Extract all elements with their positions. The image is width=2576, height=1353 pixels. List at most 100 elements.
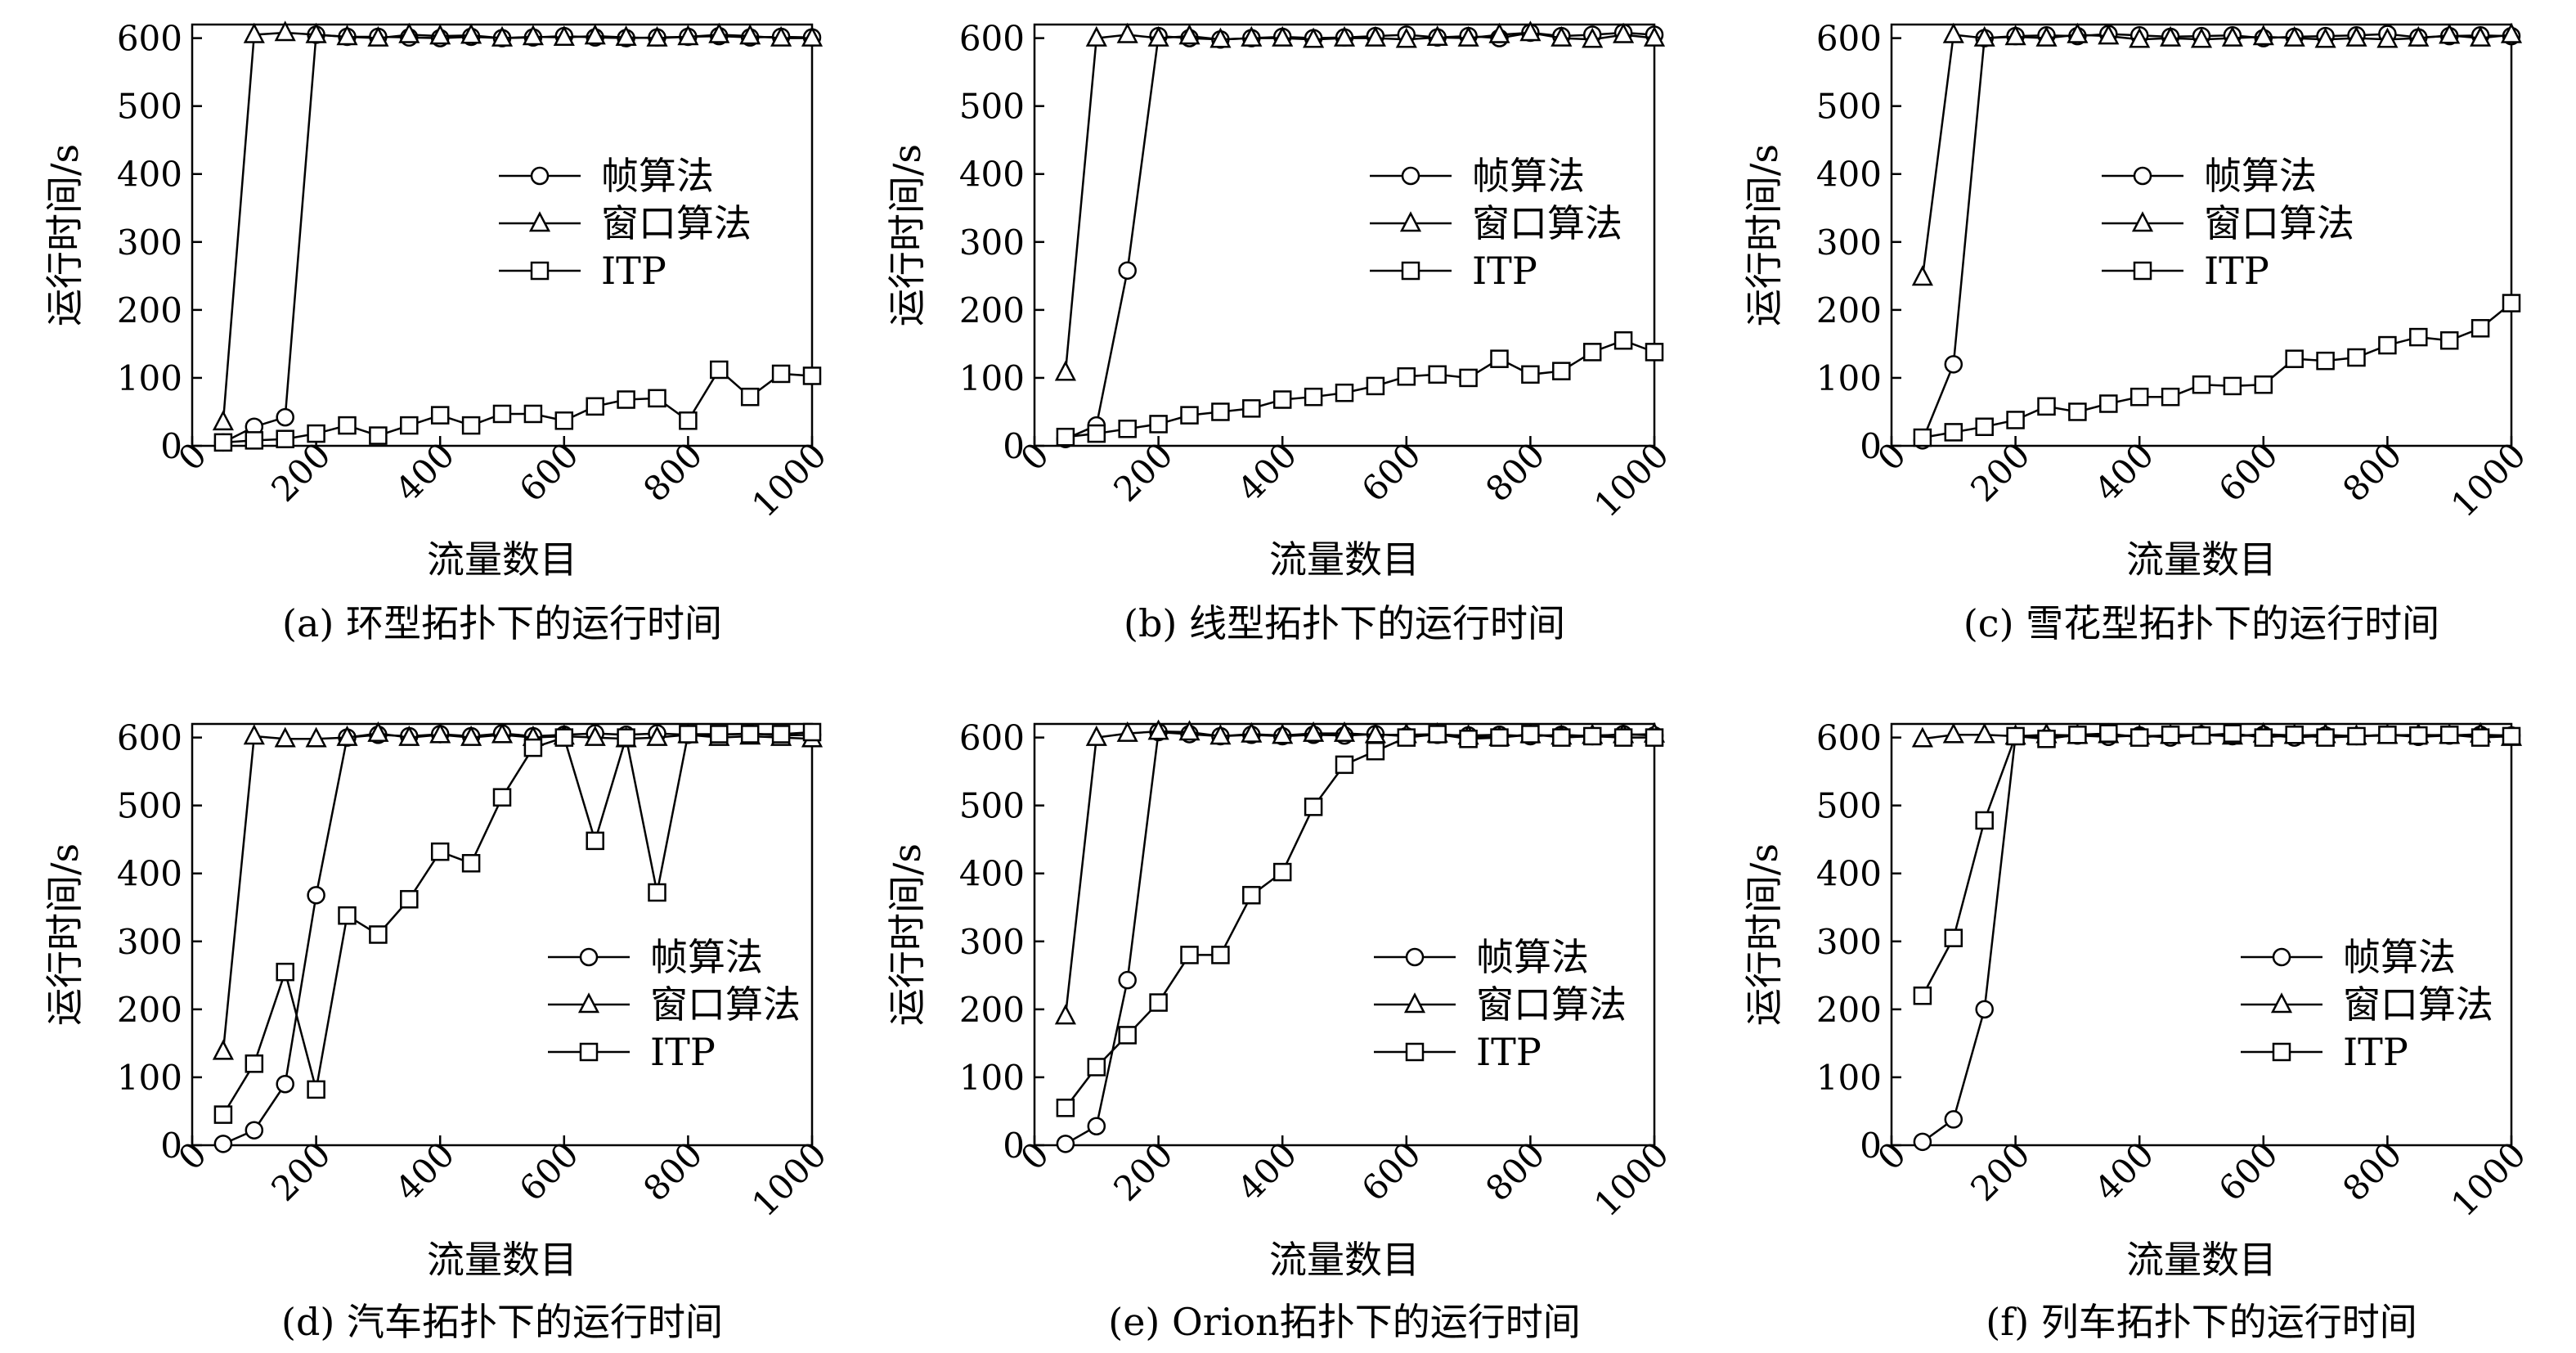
data-point — [1116, 721, 1138, 742]
data-point — [2409, 327, 2428, 347]
y-axis-title: 运行时间/s — [1742, 843, 1786, 1026]
data-point — [2345, 25, 2367, 47]
data-point — [2037, 730, 2056, 748]
series-square — [1056, 725, 1664, 1117]
x-axis-title: 流量数目 — [427, 1238, 577, 1282]
legend-label: 窗口算法 — [2204, 201, 2354, 245]
data-point — [429, 24, 451, 45]
y-tick-label: 200 — [117, 290, 182, 330]
y-tick-label: 400 — [117, 155, 182, 195]
data-point — [1054, 360, 1076, 381]
data-point — [554, 411, 574, 430]
data-point — [1241, 721, 1263, 743]
legend-marker — [579, 1042, 599, 1062]
y-tick-label: 400 — [959, 155, 1025, 195]
series-square — [1913, 294, 2521, 447]
data-point — [2004, 25, 2026, 46]
data-point — [708, 22, 730, 43]
data-point — [367, 721, 389, 742]
series-triangle — [1911, 22, 2523, 286]
data-point — [1397, 367, 1416, 386]
data-point — [710, 725, 729, 744]
legend-marker — [1405, 947, 1425, 967]
data-point — [1304, 387, 1323, 407]
data-point — [2378, 726, 2397, 744]
data-point — [2347, 348, 2366, 367]
subfigure-caption: (f) 列车拓扑下的运行时间 — [1986, 1300, 2417, 1344]
y-tick-label: 100 — [1816, 1058, 1882, 1098]
data-point — [1973, 722, 1995, 744]
legend-label: 帧算法 — [1476, 935, 1589, 979]
data-point — [2221, 25, 2243, 47]
data-point — [1397, 728, 1416, 747]
y-tick-label: 400 — [959, 854, 1025, 894]
data-point — [2439, 331, 2459, 350]
data-point — [213, 433, 233, 452]
x-tick-label: 1000 — [744, 1134, 834, 1224]
data-point — [276, 429, 294, 448]
data-point — [2471, 728, 2490, 747]
data-point — [1303, 721, 1325, 742]
legend-label: ITP — [650, 1030, 716, 1074]
legend-label: ITP — [2204, 249, 2269, 293]
data-point — [1975, 1000, 1994, 1019]
y-tick-label: 300 — [117, 922, 182, 962]
data-point — [243, 724, 265, 745]
data-point — [1147, 719, 1169, 740]
data-point — [367, 25, 389, 47]
data-point — [430, 406, 450, 425]
x-tick-label: 1000 — [744, 434, 834, 524]
data-point — [1490, 349, 1509, 368]
data-point — [554, 728, 574, 747]
data-point — [2129, 387, 2149, 407]
legend-marker — [2133, 261, 2152, 281]
data-point — [1211, 946, 1230, 964]
series-square — [1056, 331, 1664, 447]
legend-marker — [2133, 166, 2152, 186]
y-tick-label: 100 — [117, 358, 182, 398]
subfigure-caption: (e) Orion拓扑下的运行时间 — [1108, 1300, 1580, 1344]
data-point — [646, 725, 668, 746]
data-point — [1056, 427, 1075, 447]
y-tick-label: 0 — [1860, 426, 1882, 466]
data-point — [1087, 1117, 1106, 1135]
data-point — [1913, 987, 1932, 1005]
data-point — [522, 25, 544, 46]
y-tick-label: 100 — [959, 1058, 1025, 1098]
data-point — [770, 25, 792, 47]
y-tick-label: 300 — [959, 223, 1025, 263]
x-tick-label: 1000 — [1586, 1134, 1676, 1224]
data-point — [2037, 397, 2056, 416]
data-point — [2409, 726, 2428, 745]
data-point — [1973, 25, 1995, 47]
data-point — [1241, 25, 1263, 47]
data-point — [400, 890, 419, 909]
data-point — [2068, 402, 2087, 421]
data-point — [1149, 415, 1168, 434]
data-point — [2129, 27, 2151, 48]
legend-marker — [1401, 261, 1420, 281]
data-point — [369, 426, 388, 445]
data-point — [2035, 25, 2058, 47]
data-point — [1304, 798, 1323, 816]
data-point — [523, 404, 543, 424]
series-triangle — [212, 20, 824, 431]
data-point — [2161, 726, 2180, 744]
data-point — [491, 25, 514, 47]
data-point — [1521, 725, 1540, 744]
data-point — [398, 725, 420, 746]
data-point — [1552, 362, 1571, 380]
data-point — [2192, 726, 2211, 745]
series-line — [1064, 733, 1654, 1109]
data-point — [2376, 27, 2399, 48]
y-tick-label: 200 — [1816, 990, 1882, 1030]
data-point — [430, 842, 450, 861]
legend-marker — [2270, 992, 2293, 1014]
x-tick-label: 1000 — [2444, 1134, 2533, 1224]
data-point — [243, 22, 265, 43]
data-point — [2006, 411, 2025, 429]
series-square — [213, 360, 822, 452]
